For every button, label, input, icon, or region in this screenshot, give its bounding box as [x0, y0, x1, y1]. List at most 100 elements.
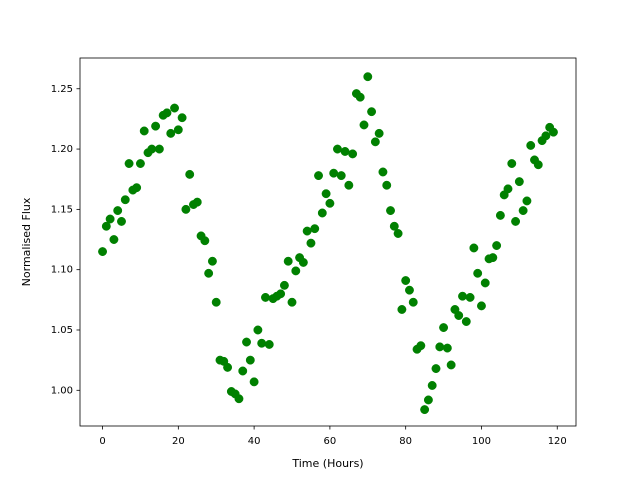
point: [389, 221, 399, 231]
point: [101, 221, 111, 231]
point: [283, 256, 293, 266]
point: [374, 128, 384, 138]
point: [541, 131, 551, 141]
point: [113, 206, 123, 216]
point: [549, 127, 558, 137]
x-tick-label: 80: [399, 436, 412, 447]
y-tick-label: 1.05: [51, 325, 73, 336]
point: [458, 291, 467, 301]
point: [151, 121, 161, 131]
point: [253, 325, 263, 335]
y-tick-label: 1.00: [51, 385, 73, 396]
point: [427, 381, 437, 390]
point: [492, 241, 502, 251]
point: [393, 229, 403, 238]
point: [192, 197, 202, 207]
point: [431, 364, 441, 374]
point: [204, 268, 214, 278]
point: [200, 236, 210, 246]
y-axis-label: Normalised Flux: [20, 197, 33, 286]
x-tick-label: 120: [548, 436, 567, 447]
point: [329, 168, 339, 178]
point: [154, 144, 164, 154]
point: [98, 247, 107, 257]
point: [120, 195, 130, 205]
point: [439, 323, 449, 333]
point: [234, 394, 244, 404]
point: [310, 224, 320, 234]
point: [336, 171, 346, 181]
point: [109, 235, 119, 244]
point: [291, 266, 301, 276]
point: [238, 366, 248, 376]
point: [242, 337, 251, 347]
point: [223, 362, 233, 372]
point: [401, 276, 411, 285]
point: [378, 167, 388, 177]
point: [185, 169, 195, 179]
point: [522, 196, 532, 206]
point: [135, 159, 145, 168]
point: [321, 189, 331, 199]
point: [469, 243, 479, 253]
point: [405, 285, 414, 295]
point: [370, 137, 380, 147]
point: [245, 355, 255, 365]
point: [367, 107, 377, 117]
point: [518, 206, 528, 216]
y-tick-label: 1.10: [51, 265, 73, 276]
y-tick-label: 1.25: [51, 84, 73, 95]
point: [355, 92, 365, 102]
point: [363, 72, 373, 82]
point: [526, 140, 536, 150]
point: [477, 301, 486, 311]
point: [461, 317, 471, 326]
point: [446, 360, 456, 370]
point: [287, 297, 297, 307]
point: [465, 292, 475, 302]
y-tick-label: 1.20: [51, 144, 73, 155]
point: [511, 216, 521, 226]
point: [344, 180, 354, 190]
point: [261, 292, 270, 302]
x-tick-label: 100: [472, 436, 491, 447]
point: [306, 238, 316, 248]
point: [423, 395, 433, 405]
point: [416, 341, 426, 351]
x-tick-label: 40: [248, 436, 261, 447]
axes-frame: [79, 57, 577, 427]
point: [408, 297, 418, 307]
point: [177, 113, 187, 123]
point: [211, 297, 221, 307]
point: [249, 377, 259, 387]
point: [442, 343, 452, 353]
point: [386, 206, 395, 216]
point: [514, 177, 524, 187]
point: [333, 144, 342, 154]
plot-area: [98, 72, 558, 415]
point: [340, 147, 350, 156]
point: [420, 405, 430, 415]
point: [124, 159, 134, 168]
point: [298, 257, 308, 267]
point: [162, 108, 172, 118]
point: [382, 180, 392, 190]
point: [279, 280, 289, 290]
point: [173, 125, 183, 135]
point: [480, 278, 490, 288]
point: [503, 184, 513, 194]
point: [435, 342, 445, 352]
point: [397, 305, 407, 314]
point: [533, 160, 543, 170]
point: [166, 128, 176, 138]
y-tick-label: 1.15: [51, 204, 73, 215]
point: [264, 340, 274, 349]
point: [276, 289, 286, 299]
point: [473, 268, 483, 278]
point: [207, 256, 217, 266]
point: [117, 216, 126, 226]
point: [302, 226, 312, 236]
x-tick-label: 20: [172, 436, 185, 447]
